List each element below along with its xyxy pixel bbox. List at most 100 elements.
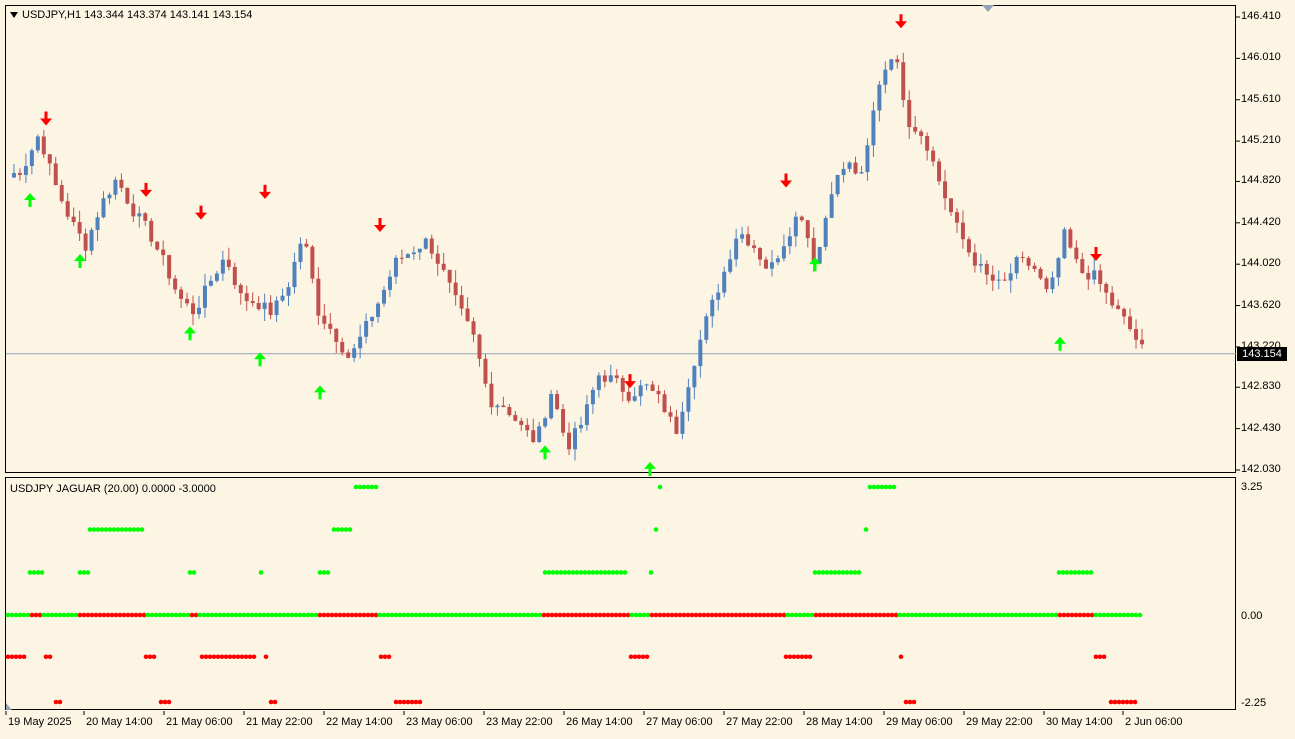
indicator-dot-negative (53, 699, 59, 705)
indicator-dot-negative (907, 699, 913, 705)
indicator-dot-positive (258, 570, 264, 575)
indicator-dot-negative (813, 612, 819, 618)
indicator-dot-negative (365, 612, 371, 618)
indicator-dot-negative (251, 654, 257, 660)
price-chart-panel[interactable] (5, 5, 1236, 473)
indicator-dot-negative (589, 612, 595, 618)
indicator-dot-positive (641, 612, 647, 618)
price-scale-label: 143.620 (1241, 298, 1281, 311)
indicator-dot-negative (644, 654, 650, 660)
candle-body (298, 243, 303, 262)
candle-body (537, 426, 542, 443)
candle-body (847, 162, 852, 169)
indicator-dot-positive (805, 612, 811, 618)
indicator-dot-positive (69, 612, 75, 618)
chart-info-label: USDJPY,H1 143.344 143.374 143.141 143.15… (10, 9, 252, 21)
indicator-dot-negative (873, 612, 879, 618)
candle-body (399, 257, 404, 259)
candle-body (1020, 257, 1025, 259)
indicator-dot-negative (321, 612, 327, 618)
indicator-dot-positive (157, 612, 163, 618)
indicator-dot-positive (921, 612, 927, 618)
indicator-dot-positive (550, 570, 556, 575)
indicator-dot-negative (669, 612, 675, 618)
indicator-dot-positive (149, 612, 155, 618)
candle-body (328, 323, 333, 329)
candle-body (758, 248, 763, 260)
indicator-dot-positive (465, 612, 471, 618)
indicator-dot-negative (1069, 612, 1075, 618)
candle-body (405, 254, 410, 258)
indicator-dot-negative (665, 612, 671, 618)
candle-body (1098, 270, 1103, 284)
indicator-dot-negative (585, 612, 591, 618)
indicator-dot-negative (227, 654, 233, 660)
candle-body (1008, 273, 1013, 281)
shift-marker-icon[interactable] (982, 5, 994, 12)
candle-body (292, 261, 297, 288)
indicator-dot-negative (717, 612, 723, 618)
indicator-dot-positive (653, 527, 659, 532)
indicator-dot-positive (645, 612, 651, 618)
price-scale-label: 144.020 (1241, 257, 1281, 270)
chart-menu-triangle-icon[interactable] (10, 12, 18, 19)
candle-body (626, 391, 631, 401)
candle-body (149, 220, 154, 242)
indicator-dot-negative (43, 654, 49, 660)
candle-body (937, 161, 942, 182)
indicator-dot-positive (405, 612, 411, 618)
indicator-panel[interactable] (5, 477, 1236, 710)
candle-body (77, 222, 82, 234)
candle-body (238, 285, 243, 294)
indicator-dot-positive (417, 612, 423, 618)
indicator-dot-positive (489, 612, 495, 618)
indicator-dot-negative (677, 612, 683, 618)
indicator-dot-negative (373, 612, 379, 618)
price-scale-label: 142.430 (1241, 421, 1281, 434)
indicator-dot-positive (127, 527, 133, 532)
indicator-dot-negative (1089, 612, 1095, 618)
indicator-dot-positive (197, 612, 203, 618)
indicator-dot-negative (239, 654, 245, 660)
candle-body (202, 285, 207, 308)
indicator-dot-positive (281, 612, 287, 618)
indicator-dot-positive (969, 612, 975, 618)
indicator-dot-negative (661, 612, 667, 618)
indicator-dot-negative (817, 612, 823, 618)
candle-body (196, 307, 201, 315)
indicator-dot-positive (123, 527, 129, 532)
indicator-dot-positive (49, 612, 55, 618)
indicator-dot-positive (217, 612, 223, 618)
indicator-dot-negative (268, 699, 274, 705)
indicator-dot-negative (1085, 612, 1091, 618)
indicator-dot-positive (61, 612, 67, 618)
candle-body (244, 293, 249, 302)
indicator-dot-positive (87, 527, 93, 532)
indicator-dot-negative (573, 612, 579, 618)
candle-body (686, 387, 691, 412)
indicator-dot-positive (481, 612, 487, 618)
indicator-dot-positive (41, 612, 47, 618)
candle-body (185, 298, 190, 304)
candle-body (1134, 329, 1139, 340)
candle-body (889, 59, 894, 70)
candle-body (519, 420, 524, 425)
candle-body (584, 404, 589, 425)
candle-body (352, 348, 357, 358)
sell-arrow-icon (140, 182, 152, 197)
candle-body (435, 253, 440, 264)
candle-body (316, 278, 321, 316)
indicator-dot-negative (689, 612, 695, 618)
buy-arrow-icon (184, 326, 196, 341)
indicator-dot-positive (393, 612, 399, 618)
indicator-dot-negative (657, 612, 663, 618)
candle-body (53, 163, 58, 186)
indicator-dot-positive (590, 570, 596, 575)
indicator-dot-positive (1117, 612, 1123, 618)
indicator-dot-positive (389, 612, 395, 618)
candle-body (859, 172, 864, 174)
indicator-dot-positive (229, 612, 235, 618)
indicator-dot-positive (957, 612, 963, 618)
candle-body (411, 252, 416, 255)
